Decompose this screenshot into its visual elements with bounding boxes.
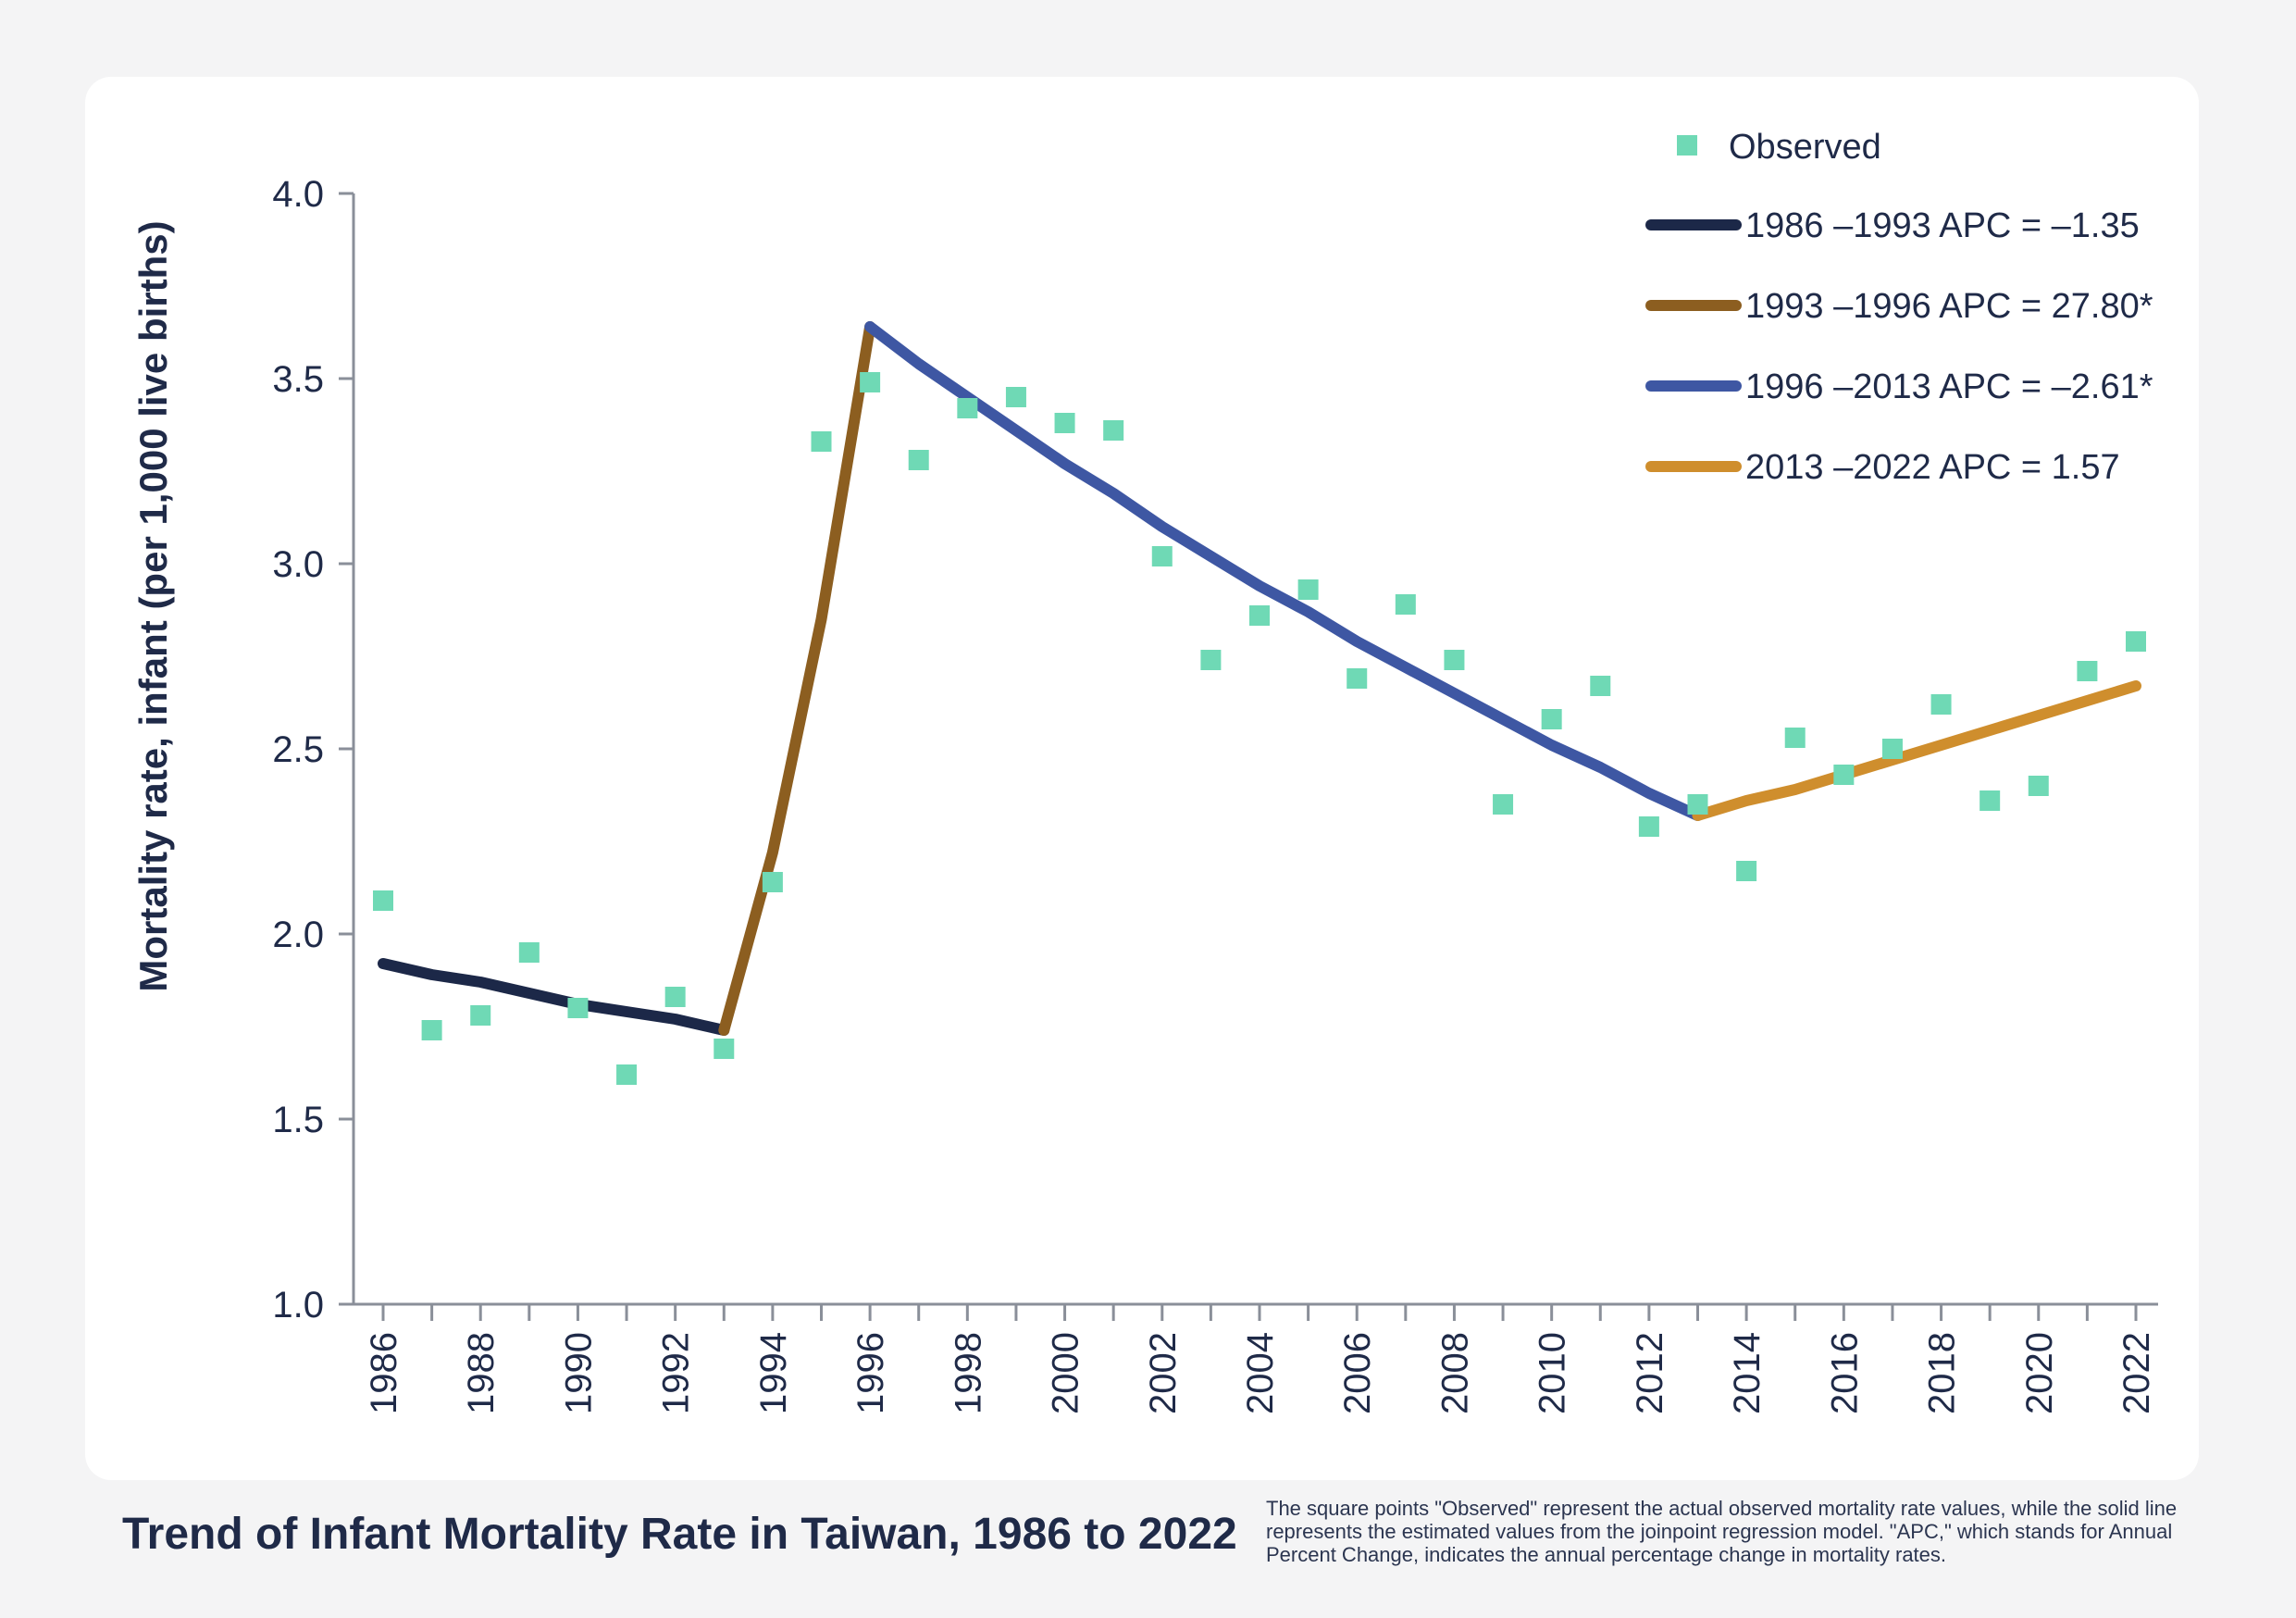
observed-point (2126, 631, 2146, 652)
observed-point (1590, 676, 1611, 696)
observed-point (1736, 861, 1757, 881)
x-tick-label: 2018 (1922, 1332, 1963, 1414)
observed-point (373, 890, 393, 911)
observed-point (1395, 594, 1416, 615)
chart-card: 1.0 1.5 2.0 2.5 3.0 3.5 4.0 1986 1988 1990 1992 19… (85, 77, 2199, 1480)
observed-point (1541, 709, 1562, 729)
observed-point (1297, 579, 1319, 600)
observed-point (1151, 546, 1173, 566)
observed-point (1005, 387, 1026, 407)
x-tick-label: 2006 (1337, 1332, 1378, 1414)
chart-title: Trend of Infant Mortality Rate in Taiwan… (122, 1510, 1237, 1559)
observed-point (2028, 776, 2049, 796)
observed-point (1493, 794, 1514, 815)
observed-point (811, 431, 832, 452)
observed-point (567, 998, 589, 1018)
legend-observed-marker (1677, 135, 1697, 156)
observed-point (714, 1039, 735, 1059)
x-tick-label: 1986 (364, 1332, 404, 1414)
observed-points (373, 372, 2146, 1085)
x-tick-label: 1990 (558, 1332, 599, 1414)
legend-series-label: 1996 –2013 APC = –2.61* (1745, 367, 2153, 406)
observed-point (957, 398, 978, 418)
trend-lines (378, 321, 2141, 1036)
x-tick-label: 2020 (2019, 1332, 2060, 1414)
y-axis-ticks: 1.0 1.5 2.0 2.5 3.0 3.5 4.0 (272, 174, 354, 1326)
trend-line-4 (1692, 680, 2141, 821)
observed-point (1103, 420, 1124, 441)
legend-series-label: 2013 –2022 APC = 1.57 (1745, 448, 2120, 487)
legend: Observed 1986 –1993 APC = –1.35 1993 –1996… (1645, 128, 2153, 487)
x-tick-label: 2022 (2116, 1332, 2157, 1414)
observed-point (1784, 728, 1806, 748)
observed-point (470, 1005, 491, 1026)
x-tick-label: 2014 (1727, 1332, 1768, 1414)
trend-line-2 (718, 321, 876, 1036)
x-tick-label: 2016 (1824, 1332, 1865, 1414)
observed-point (421, 1020, 442, 1040)
observed-point (664, 987, 686, 1007)
x-tick-label: 2008 (1434, 1332, 1475, 1414)
y-tick-label: 1.5 (272, 1100, 324, 1140)
x-axis-ticks: 1986 1988 1990 1992 1994 1996 1998 2000 2002 2004… (364, 1304, 2157, 1414)
x-tick-label: 2012 (1630, 1332, 1670, 1414)
observed-point (518, 942, 540, 963)
y-tick-label: 1.0 (272, 1285, 324, 1326)
x-tick-label: 1994 (753, 1332, 794, 1414)
observed-point (762, 872, 783, 892)
x-tick-label: 2000 (1046, 1332, 1086, 1414)
y-axis-label: Mortality rate, infant (per 1,000 live b… (131, 220, 175, 991)
observed-point (1249, 605, 1270, 626)
x-tick-label: 1988 (461, 1332, 502, 1414)
x-tick-label: 1992 (656, 1332, 697, 1414)
observed-point (1444, 650, 1465, 670)
observed-point (1930, 694, 1952, 715)
observed-point (1054, 413, 1075, 433)
observed-point (1881, 739, 1903, 759)
observed-point (1200, 650, 1222, 670)
chart: 1.01.52.02.53.03.54.0 1986 1988 1990 1992 19… (131, 128, 2158, 1414)
x-tick-label: 2010 (1533, 1332, 1573, 1414)
observed-point (1833, 765, 1855, 785)
trend-line-3 (864, 321, 1704, 821)
chart-footnote: The square points "Observed" represent t… (1266, 1497, 2178, 1566)
observed-point (1638, 816, 1659, 837)
observed-point (860, 372, 881, 392)
x-tick-label: 1998 (948, 1332, 988, 1414)
x-tick-label: 2004 (1240, 1332, 1281, 1414)
observed-point (908, 450, 929, 470)
y-tick-label: 4.0 (272, 174, 324, 215)
x-tick-label: 2002 (1143, 1332, 1184, 1414)
observed-point (616, 1064, 638, 1085)
observed-point (1347, 668, 1368, 689)
y-tick-label: 3.5 (272, 359, 324, 400)
observed-point (1980, 790, 2001, 811)
observed-point (2077, 661, 2098, 681)
legend-observed-label: Observed (1729, 128, 1881, 167)
trend-line-1 (378, 958, 730, 1036)
legend-series-label: 1993 –1996 APC = 27.80* (1745, 287, 2153, 326)
observed-point (1687, 794, 1708, 815)
legend-series-label: 1986 –1993 APC = –1.35 (1745, 206, 2140, 245)
y-tick-label: 2.5 (272, 729, 324, 770)
y-tick-label: 3.0 (272, 544, 324, 585)
y-tick-label: 2.0 (272, 915, 324, 955)
x-tick-label: 1996 (850, 1332, 891, 1414)
